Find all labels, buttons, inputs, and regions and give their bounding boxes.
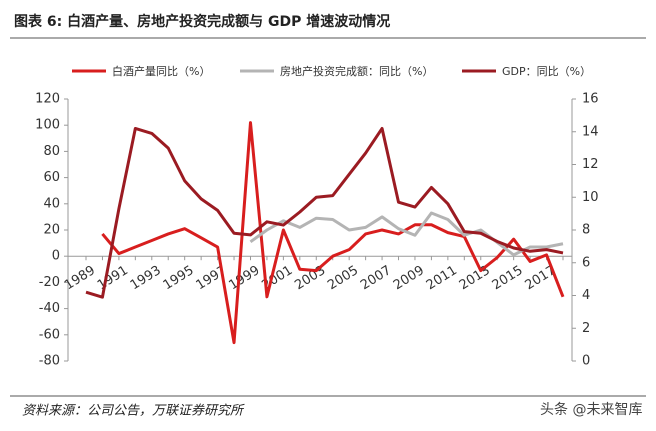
y2-tick-label: 8 bbox=[582, 223, 590, 238]
x-tick-label: 2011 bbox=[424, 263, 460, 293]
y-tick-label: 0 bbox=[52, 249, 60, 264]
x-tick-label: 2013 bbox=[457, 263, 493, 293]
x-tick-label: 2015 bbox=[490, 263, 526, 293]
y2-tick-label: 12 bbox=[582, 157, 599, 172]
legend-label: 房地产投资完成额：同比（%） bbox=[280, 64, 433, 78]
y-tick-label: -80 bbox=[39, 354, 60, 369]
x-tick-label: 2007 bbox=[358, 263, 394, 293]
chart-title: 图表 6: 白酒产量、房地产投资完成额与 GDP 增速波动情况 bbox=[14, 13, 390, 30]
y-tick-label: -20 bbox=[39, 275, 60, 290]
y-tick-label: 60 bbox=[43, 170, 60, 185]
y-tick-label: 80 bbox=[43, 144, 60, 159]
y2-tick-label: 4 bbox=[582, 288, 590, 303]
y-tick-label: 100 bbox=[35, 118, 60, 133]
y2-tick-label: 10 bbox=[582, 190, 599, 205]
y2-tick-label: 2 bbox=[582, 321, 590, 336]
x-tick-label: 1993 bbox=[128, 263, 164, 293]
y-tick-label: 40 bbox=[43, 196, 60, 211]
series-line bbox=[85, 126, 564, 299]
x-tick-label: 1999 bbox=[226, 263, 262, 293]
series-line bbox=[249, 211, 564, 257]
legend-label: GDP：同比（%） bbox=[502, 65, 591, 78]
watermark: 头条 @未来智库 bbox=[540, 401, 642, 418]
x-tick-label: 2017 bbox=[523, 263, 559, 293]
y2-tick-label: 14 bbox=[582, 124, 599, 139]
y2-tick-label: 0 bbox=[582, 354, 590, 369]
y2-tick-label: 16 bbox=[582, 92, 599, 107]
y-tick-label: 20 bbox=[43, 223, 60, 238]
y2-tick-label: 6 bbox=[582, 255, 590, 270]
series-line bbox=[101, 121, 565, 345]
x-tick-label: 2005 bbox=[325, 263, 361, 293]
y-tick-label: 120 bbox=[35, 92, 60, 107]
y-tick-label: -60 bbox=[39, 327, 60, 342]
x-tick-label: 2009 bbox=[391, 263, 427, 293]
x-tick-label: 1995 bbox=[161, 263, 197, 293]
legend-label: 白酒产量同比（%） bbox=[112, 64, 210, 78]
x-tick-label: 1989 bbox=[62, 263, 98, 293]
x-tick-label: 1991 bbox=[95, 263, 131, 293]
y-tick-label: -40 bbox=[39, 301, 60, 316]
source: 资料来源：公司公告，万联证券研究所 bbox=[22, 403, 245, 419]
